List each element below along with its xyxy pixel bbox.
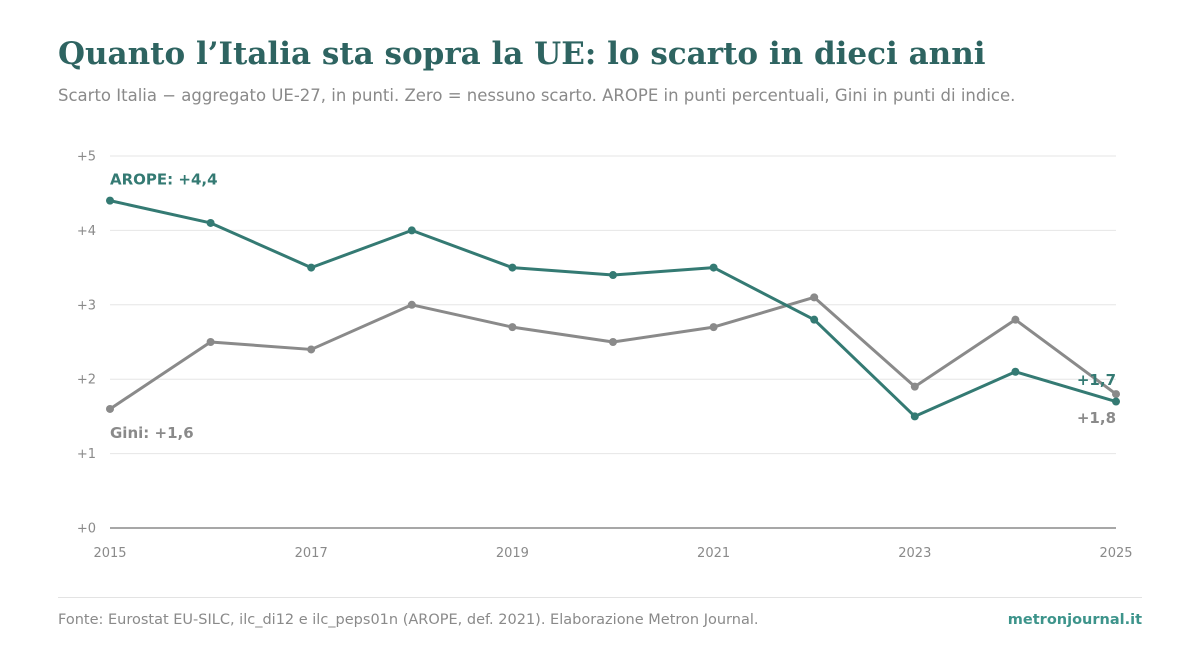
y-tick-label: +1 — [77, 447, 96, 462]
data-point-arope — [1112, 397, 1120, 406]
data-point-gini — [307, 345, 316, 354]
y-tick-label: +4 — [77, 224, 96, 239]
page-title: Quanto l’Italia sta sopra la UE: lo scar… — [58, 36, 986, 72]
source-note: Fonte: Eurostat EU-SILC, ilc_di12 e ilc_… — [58, 612, 759, 628]
data-point-gini — [709, 323, 718, 332]
data-point-arope — [407, 226, 416, 235]
data-point-arope — [1011, 367, 1020, 376]
data-point-gini — [1011, 315, 1020, 324]
data-point-arope — [609, 271, 617, 280]
x-tick-label: 2015 — [93, 546, 126, 561]
data-point-gini — [106, 404, 114, 413]
x-tick-label: 2019 — [496, 546, 529, 561]
x-tick-label: 2017 — [295, 546, 328, 561]
data-point-arope — [106, 196, 114, 205]
data-point-arope — [910, 412, 919, 421]
series-end-label-gini: +1,8 — [1077, 409, 1116, 427]
data-point-arope — [810, 315, 819, 324]
x-tick-label: 2023 — [898, 546, 931, 561]
footer-divider — [58, 597, 1142, 598]
y-tick-label: +0 — [77, 522, 96, 537]
series-start-label-gini: Gini: +1,6 — [110, 424, 194, 442]
y-tick-label: +5 — [77, 150, 96, 165]
brand-link[interactable]: metronjournal.it — [1007, 612, 1142, 628]
data-point-gini — [810, 293, 819, 302]
data-point-arope — [709, 263, 718, 272]
line-chart: +0 +1 +2 +3 +4 +5 2015 2017 2019 2021 2023 2025 AROP… — [77, 150, 1133, 562]
data-point-gini — [508, 323, 517, 332]
series-line-arope — [108, 199, 1118, 418]
y-tick-label: +3 — [77, 298, 96, 313]
data-point-arope — [508, 263, 517, 272]
data-point-gini — [407, 300, 416, 309]
page-subtitle: Scarto Italia − aggregato UE-27, in punt… — [58, 86, 1016, 105]
x-tick-label: 2021 — [697, 546, 730, 561]
data-point-arope — [307, 263, 316, 272]
data-point-gini — [609, 338, 617, 346]
series-end-label-arope: +1,7 — [1077, 371, 1116, 389]
data-point-arope — [206, 218, 215, 227]
x-tick-label: 2025 — [1099, 546, 1132, 561]
data-point-gini — [206, 338, 215, 346]
data-point-gini — [910, 382, 919, 391]
y-tick-label: +2 — [77, 373, 96, 388]
series-line-gini — [108, 295, 1118, 411]
series-start-label-arope: AROPE: +4,4 — [110, 171, 218, 189]
data-point-gini — [1112, 390, 1120, 399]
